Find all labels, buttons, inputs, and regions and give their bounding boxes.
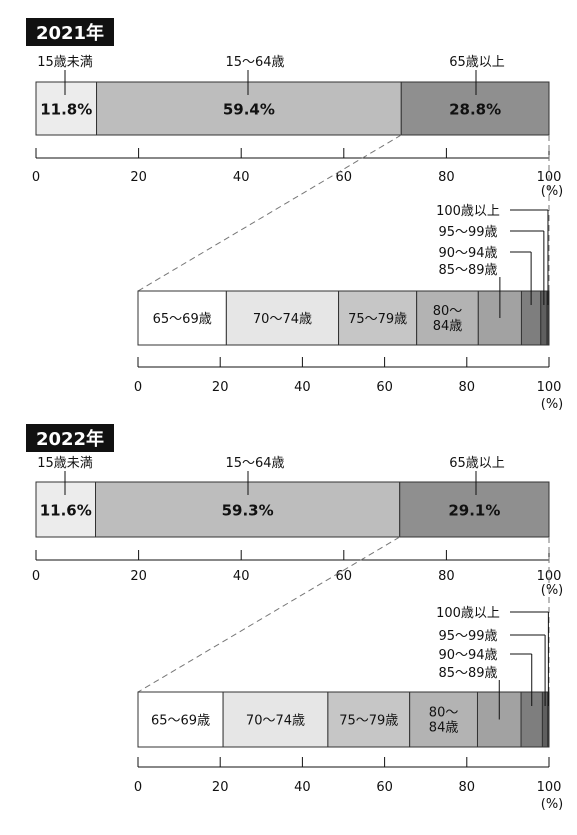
breakdown-unit-label: (%) [541,397,564,412]
breakdown-label: 75〜79歳 [348,312,407,327]
breakdown-label: 90〜94歳 [438,648,497,663]
category-label: 15歳未満 [37,456,93,471]
breakdown-label: 75〜79歳 [339,714,398,729]
value-label: 11.6% [40,502,92,520]
breakdown-x-tick-label: 80 [459,780,476,795]
x-tick-label: 20 [130,170,147,185]
breakdown-x-tick-label: 40 [294,380,311,395]
year-badge [26,424,114,452]
year-title: 2021年 [36,22,104,44]
value-label: 11.8% [40,101,92,119]
x-tick-label: 80 [438,170,455,185]
breakdown-label: 70〜74歳 [253,312,312,327]
bar-segment [96,81,402,136]
category-label: 15歳未満 [37,55,93,70]
chart-panel-2: 2022年 11.6% 59.3% 29.1% 15歳未満 15〜64歳 65歳以上 0 20 4… [26,424,563,812]
breakdown-x-tick-label: 0 [134,380,142,395]
connector-line [137,134,402,292]
connector-line [137,536,400,693]
breakdown-segment [137,290,227,346]
x-tick-label: 0 [32,569,40,584]
breakdown-label: 80〜 84歳 [429,706,459,736]
breakdown-x-tick-label: 60 [376,780,393,795]
x-tick-label: 60 [336,170,353,185]
breakdown-x-tick-label: 20 [212,780,229,795]
unit-label: (%) [541,184,564,199]
breakdown-x-tick-label: 60 [376,380,393,395]
breakdown-segment [137,691,224,748]
breakdown-segment [409,691,478,748]
breakdown-label: 90〜94歳 [438,246,497,261]
x-tick-label: 80 [438,569,455,584]
breakdown-label: 85〜89歳 [438,666,497,681]
breakdown-label: 100歳以上 [436,204,500,219]
bar-segment [35,481,97,538]
year-title: 2022年 [36,428,104,450]
breakdown-segment [222,691,329,748]
x-tick-label: 20 [130,569,147,584]
category-label: 15〜64歳 [225,456,284,471]
bar-segment [35,81,98,136]
x-tick-label: 40 [233,569,250,584]
breakdown-label: 85〜89歳 [438,263,497,278]
breakdown-x-tick-label: 0 [134,780,142,795]
breakdown-label: 65〜69歳 [153,312,212,327]
breakdown-label: 80〜 84歳 [433,304,463,334]
x-tick-label: 0 [32,170,40,185]
breakdown-unit-label: (%) [541,797,564,812]
chart-panel-1: 2021年 11.8% 59.4% 28.8% 15歳未満 15〜64歳 65歳以上 0 20 4… [26,18,563,412]
breakdown-label: 65〜69歳 [151,714,210,729]
x-tick-label: 100 [537,569,562,584]
value-label: 59.4% [223,101,275,119]
breakdown-segment [338,290,418,346]
value-label: 28.8% [449,101,501,119]
category-label: 65歳以上 [449,55,505,70]
category-label: 15〜64歳 [225,55,284,70]
value-label: 59.3% [222,502,274,520]
breakdown-x-tick-label: 100 [537,780,562,795]
breakdown-label: 100歳以上 [436,606,500,621]
breakdown-x-tick-label: 100 [537,380,562,395]
x-tick-label: 40 [233,170,250,185]
breakdown-label: 95〜99歳 [438,225,497,240]
breakdown-x-tick-label: 40 [294,780,311,795]
bar-segment [400,81,550,136]
breakdown-label: 95〜99歳 [438,629,497,644]
breakdown-x-tick-label: 80 [459,380,476,395]
bar-segment [399,481,550,538]
breakdown-segment [327,691,411,748]
category-label: 65歳以上 [449,456,505,471]
breakdown-label: 70〜74歳 [246,714,305,729]
breakdown-x-tick-label: 20 [212,380,229,395]
unit-label: (%) [541,583,564,598]
x-tick-label: 60 [336,569,353,584]
year-badge [26,18,114,46]
value-label: 29.1% [448,502,500,520]
